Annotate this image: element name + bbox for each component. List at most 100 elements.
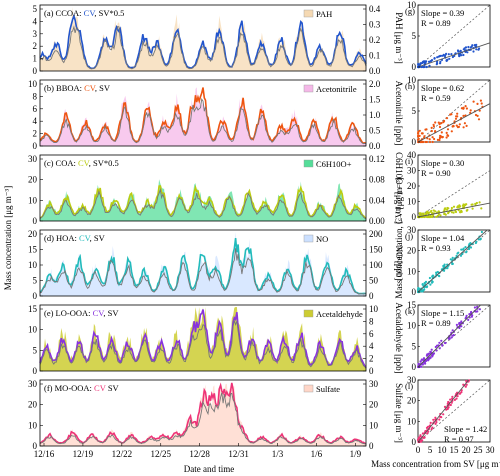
- scatter-point: [428, 138, 431, 141]
- scatter-point: [443, 208, 446, 211]
- left-tick-label: 8: [33, 91, 38, 101]
- scatter-point: [421, 283, 424, 286]
- timeseries-frame-2: [39, 79, 367, 147]
- scatter-point: [428, 276, 431, 280]
- scatter-point: [475, 43, 478, 46]
- fit-line: [417, 202, 491, 218]
- legend-swatch: [303, 309, 314, 318]
- scatter-point: [476, 102, 479, 105]
- scatter-frame-5: [417, 304, 491, 368]
- scatter-point: [430, 126, 433, 129]
- scatter-point: [431, 426, 434, 429]
- scatter-point: [430, 129, 433, 133]
- scatter-point: [476, 114, 479, 117]
- scatter-point: [431, 140, 434, 144]
- scatter-point: [465, 203, 468, 206]
- right-tick-label: 0.12: [369, 154, 385, 164]
- right-tick-label: 0.04: [369, 195, 385, 205]
- timeseries-frame-5: [39, 304, 367, 372]
- scatter-point: [419, 62, 422, 65]
- scatter-point: [471, 44, 474, 47]
- right-tick-label: 0.4: [369, 4, 381, 14]
- scatter-point: [452, 124, 455, 127]
- scatter-y-tick-label: 20: [407, 181, 417, 191]
- scatter-point: [452, 205, 456, 208]
- scatter-point: [451, 256, 454, 259]
- scatter-point: [445, 136, 448, 139]
- left-tick-label: 0: [33, 216, 38, 226]
- panel-title-part: CV: [84, 83, 97, 93]
- scatter-point: [424, 140, 427, 144]
- date-tick-label: 12/22: [112, 449, 133, 459]
- scatter-point: [467, 247, 470, 250]
- scatter-y-tick-label: 5: [412, 31, 417, 41]
- plots-group: 0 1 2 3 4 5 0.0 0.1 0.2 0.3 0.4 PAH [μg m⁻³] (a) CCO…: [28, 0, 495, 459]
- scatter-point: [465, 314, 468, 317]
- right-tick-label: 1.0: [369, 110, 381, 120]
- panel-title: (f) MO-OOA: CV SV: [44, 383, 120, 393]
- scatter-point: [429, 283, 432, 286]
- scatter-x-tick-label: 25: [474, 445, 484, 455]
- scatter-point: [430, 281, 434, 284]
- fit-line: [417, 42, 491, 68]
- left-tick-label: 15: [28, 304, 38, 314]
- scatter-point: [468, 313, 471, 316]
- scatter-point: [433, 137, 436, 141]
- date-tick-label: 12/16: [34, 449, 55, 459]
- scatter-y-tick-label: 30: [407, 375, 417, 385]
- scatter-point: [438, 275, 441, 278]
- scatter-point: [478, 308, 481, 311]
- scatter-point: [447, 406, 450, 409]
- scatter-point: [449, 398, 452, 401]
- scatter-point: [438, 138, 441, 142]
- slope-label: Slope = 0.39: [421, 8, 464, 18]
- slope-label: Slope = 1.04: [421, 233, 465, 243]
- scatter-point: [421, 432, 424, 435]
- tracer-area-3: [40, 179, 366, 221]
- scatter-point: [426, 215, 429, 219]
- scatter-point: [421, 212, 424, 215]
- right-tick-label: 0.0: [369, 141, 381, 151]
- scatter-point: [465, 251, 468, 254]
- panel-title-part: CV: [84, 8, 97, 18]
- scatter-point: [480, 230, 483, 234]
- scatter-y-tick-label: 0: [412, 287, 417, 297]
- scatter-point: [452, 333, 455, 337]
- panel-title-part: , SV*0.5: [94, 8, 124, 18]
- scatter-point: [435, 271, 438, 274]
- right-tick-label: 0.08: [369, 175, 385, 185]
- scatter-point: [454, 117, 458, 120]
- scatter-point: [428, 215, 431, 219]
- right-tick-label: 0: [369, 441, 374, 451]
- right-tick-label: 10: [369, 420, 379, 430]
- scatter-point: [451, 395, 454, 398]
- scatter-point: [467, 45, 470, 49]
- scatter-point: [431, 353, 434, 356]
- left-tick-label: 1: [33, 54, 38, 64]
- scatter-point: [472, 50, 475, 53]
- scatter-point: [432, 123, 435, 126]
- scatter-point: [464, 46, 468, 49]
- scatter-point: [443, 263, 446, 266]
- scatter-point: [419, 290, 422, 293]
- right-tick-label: 50: [369, 276, 379, 286]
- scatter-point: [419, 434, 422, 437]
- scatter-point: [443, 212, 446, 216]
- right-tick-label: 4: [369, 341, 374, 351]
- scatter-panel-letter: (k): [405, 306, 415, 316]
- scatter-point: [421, 363, 424, 366]
- right-tick-label: 2: [369, 354, 374, 364]
- scatter-y-tick-label: 10: [407, 0, 417, 10]
- right-tick-label: 30: [369, 379, 379, 389]
- scatter-point: [445, 117, 449, 120]
- right-tick-label: 2.0: [369, 79, 381, 89]
- scatter-point: [440, 339, 443, 342]
- right-axis-label: Acetonitrile [ppb]: [394, 81, 404, 146]
- scatter-point: [420, 358, 423, 361]
- scatter-point: [463, 122, 466, 125]
- left-y-axis-label: Mass concentration [μg m⁻³]: [3, 186, 13, 291]
- tracer-area-2: [40, 87, 366, 146]
- right-axis-label: NO [ppb]: [394, 246, 404, 281]
- scatter-point: [425, 354, 428, 357]
